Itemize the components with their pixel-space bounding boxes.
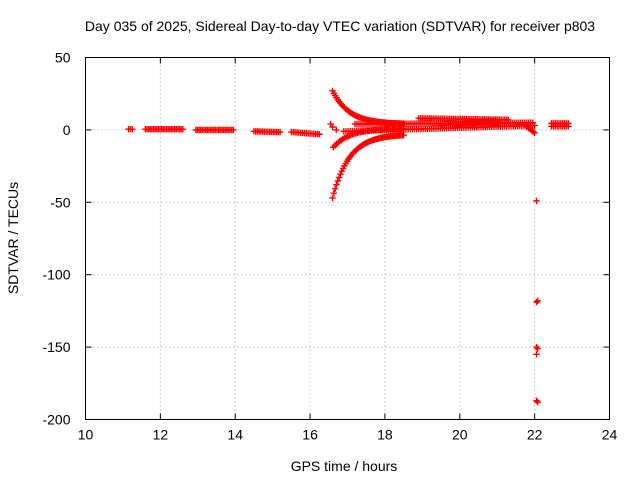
data-point — [494, 118, 501, 125]
x-tick-label: 20 — [452, 427, 468, 443]
x-tick-label: 12 — [153, 427, 169, 443]
data-point — [335, 174, 343, 181]
data-point — [179, 125, 187, 133]
data-point — [534, 297, 541, 304]
data-point — [533, 299, 540, 306]
x-tick-label: 14 — [227, 427, 243, 443]
x-axis-label: GPS time / hours — [291, 458, 398, 474]
y-tick-label: -50 — [50, 194, 70, 210]
data-point — [333, 126, 340, 134]
y-tick-label: 50 — [55, 50, 71, 66]
data-point — [534, 398, 541, 406]
x-tick-label: 18 — [377, 427, 393, 443]
axis-ticks: 10 12 14 16 18 20 22 24 50 0 -50 -100 -150 -200 — [42, 50, 617, 443]
y-tick-label: -200 — [42, 412, 70, 428]
data-point — [334, 177, 341, 185]
data-point — [129, 125, 136, 133]
data-point — [333, 181, 340, 188]
data-point — [565, 123, 572, 130]
data-point — [330, 189, 338, 197]
data-point — [400, 131, 407, 139]
data-point — [533, 197, 540, 205]
x-tick-label: 22 — [527, 427, 543, 443]
data-point — [531, 129, 538, 136]
data-point — [329, 123, 336, 131]
chart-title: Day 035 of 2025, Sidereal Day-to-day VTE… — [85, 18, 595, 34]
data-point — [276, 128, 284, 136]
data-points — [125, 87, 572, 406]
data-point — [505, 116, 512, 123]
y-tick-label: -150 — [42, 339, 70, 355]
data-point — [331, 185, 339, 192]
x-tick-label: 24 — [602, 427, 618, 443]
grid — [85, 57, 610, 420]
y-tick-label: 0 — [63, 122, 71, 138]
data-point — [531, 122, 538, 129]
y-axis-label: SDTVAR / TECUs — [5, 182, 21, 294]
x-tick-label: 10 — [78, 427, 94, 443]
plot-frame — [85, 57, 610, 420]
x-tick-label: 16 — [302, 427, 318, 443]
data-point — [316, 131, 323, 138]
data-point — [533, 343, 540, 351]
data-point — [533, 351, 540, 358]
data-point — [337, 170, 344, 178]
data-point — [534, 345, 541, 352]
data-point — [230, 126, 237, 134]
data-point — [329, 194, 336, 202]
y-tick-label: -100 — [42, 267, 70, 283]
